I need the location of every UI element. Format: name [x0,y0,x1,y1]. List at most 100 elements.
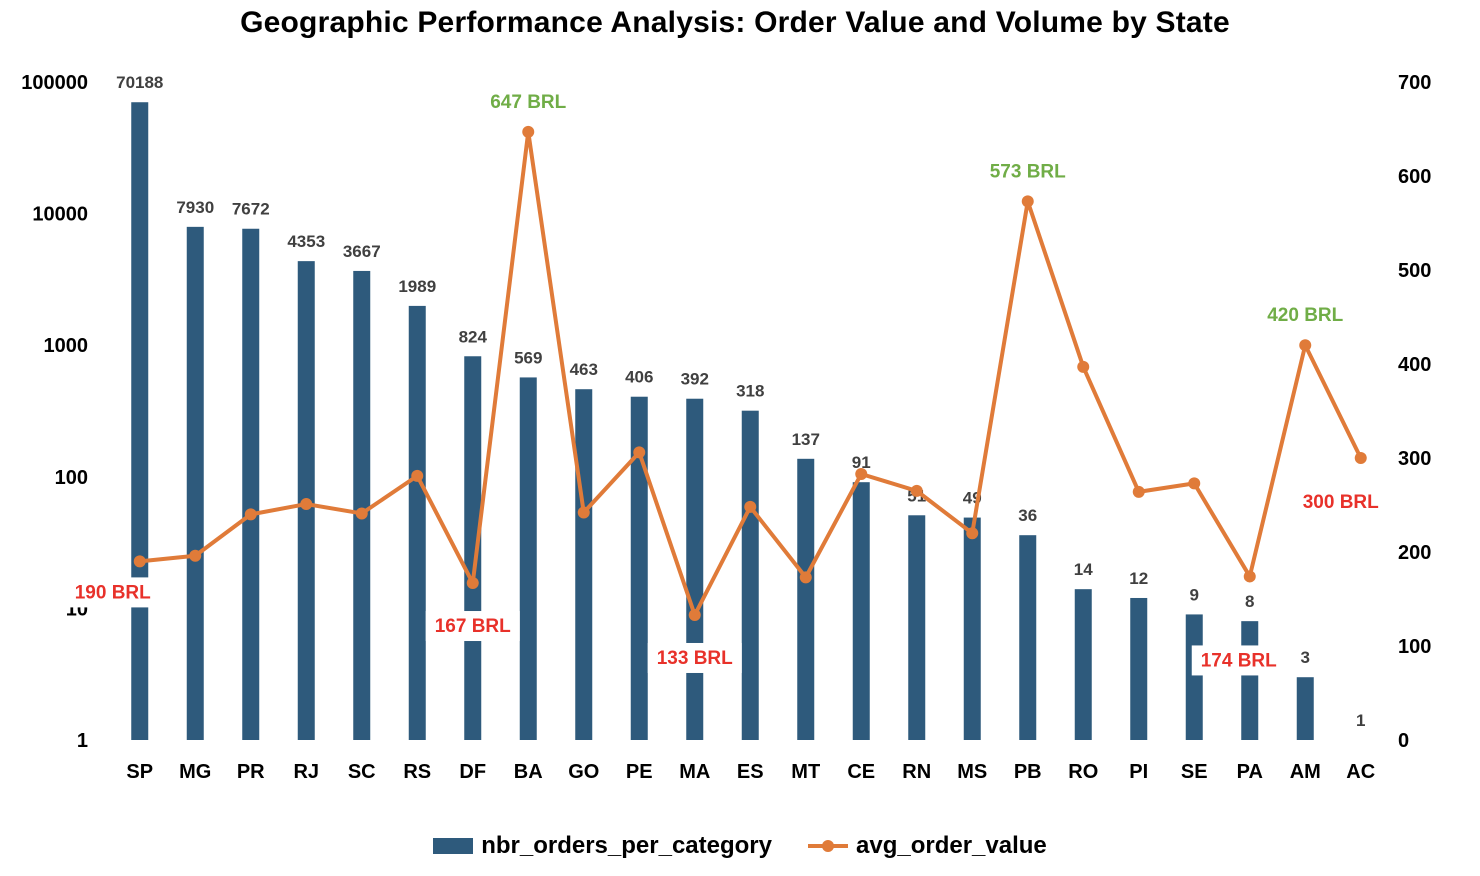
line-point [411,469,424,482]
x-tick-label: MS [957,761,987,783]
bar [1074,589,1092,740]
bar [741,410,759,740]
legend-label-avg-value: avg_order_value [856,832,1047,859]
line-point [1077,360,1090,373]
right-tick-label: 700 [1398,72,1431,94]
bar [963,517,981,740]
x-tick-label: RJ [293,761,319,783]
annotation-label: 300 BRL [1303,492,1379,513]
line-point [855,467,868,480]
x-tick-label: AM [1290,761,1321,783]
left-tick-label: 10000 [32,204,88,226]
x-tick-label: PE [626,761,653,783]
x-tick-label: PR [237,761,265,783]
bar-value-label: 9 [1190,585,1199,604]
x-tick-label: RS [403,761,431,783]
x-axis-ticks: SP MG PR RJ SC RS DF BA GO PE MA ES MT CE RN MS PB RO PI SE… [126,761,1375,783]
bar-value-label: 7930 [176,198,214,217]
annotation-label: 167 BRL [435,616,511,637]
left-tick-label: 100000 [21,72,88,94]
bar [852,482,870,740]
annotation-label: 573 BRL [990,161,1066,182]
bar [1241,621,1259,740]
line-point [300,498,313,511]
x-tick-label: SP [126,761,153,783]
bar-value-label: 824 [459,327,488,346]
bar [1130,597,1148,740]
x-tick-label: BA [514,761,543,783]
bar [908,515,926,740]
line-point [1021,195,1034,208]
line-point [910,484,923,497]
bar [630,396,648,740]
annotation-label: 174 BRL [1201,650,1277,671]
right-tick-label: 200 [1398,542,1431,564]
bar-value-label: 137 [792,430,820,449]
bar-value-label: 12 [1129,569,1148,588]
legend-line-swatch [808,838,848,854]
x-tick-label: MT [791,761,820,783]
bar-value-label: 406 [625,368,653,387]
x-tick-label: SC [348,761,376,783]
line-point [688,608,701,621]
bar-value-label: 70188 [116,73,163,92]
legend-label-orders: nbr_orders_per_category [481,832,772,859]
line-point [633,446,646,459]
bar-value-label: 318 [736,382,764,401]
line-point [1354,452,1367,464]
x-tick-label: DF [459,761,486,783]
bar [1185,614,1203,740]
x-tick-label: RN [902,761,931,783]
bar [131,102,149,740]
line-point [1243,570,1256,583]
legend: nbr_orders_per_category avg_order_value [0,832,1480,860]
line-point [355,507,368,520]
bar-value-label: 91 [852,453,871,472]
bar [242,228,260,740]
bar [1019,535,1037,740]
line-point [1132,485,1145,498]
right-tick-label: 300 [1398,448,1431,470]
right-tick-label: 500 [1398,260,1431,282]
bar-value-label: 1989 [398,277,436,296]
bar-value-label: 463 [570,360,598,379]
line-series [133,125,1367,621]
combo-chart: 1 1 0 100 1000 10000 100000 0 100 200 300 400 500 60… [21,72,1431,783]
line-point [1188,477,1201,490]
bar-value-label: 7672 [232,200,270,219]
legend-bar-swatch [433,838,474,854]
right-axis-ticks: 0 100 200 300 400 500 600 700 [1398,72,1431,752]
legend-item-orders[interactable]: nbr_orders_per_category [433,832,772,860]
x-tick-label: MA [679,761,710,783]
x-tick-label: AC [1346,761,1375,783]
bar-value-label: 1 [1356,711,1365,730]
bar [686,398,704,740]
line-point [799,571,812,584]
bar-value-label: 36 [1018,506,1037,525]
x-tick-label: PI [1129,761,1148,783]
x-tick-label: PA [1237,761,1263,783]
line-point [966,527,979,540]
annotation-label: 420 BRL [1267,305,1343,326]
left-tick-label: 1000 [44,335,89,357]
line-point [244,508,257,521]
line-point [522,125,535,138]
right-tick-label: 0 [1398,730,1409,752]
bar [353,270,371,740]
annotation-background [425,611,520,642]
x-tick-label: MG [179,761,211,783]
x-tick-label: GO [568,761,599,783]
line-point [133,555,146,568]
bar-value-label: 3667 [343,242,381,261]
bar [575,389,593,740]
line-point [189,549,202,562]
legend-item-avg-value[interactable]: avg_order_value [808,832,1047,860]
right-tick-label: 100 [1398,636,1431,658]
left-tick-label: 1 [77,730,88,752]
annotation-background [1293,487,1388,517]
line-point [577,506,590,519]
bar [408,305,426,740]
bar-value-label: 14 [1074,560,1093,579]
line-point [466,577,479,590]
